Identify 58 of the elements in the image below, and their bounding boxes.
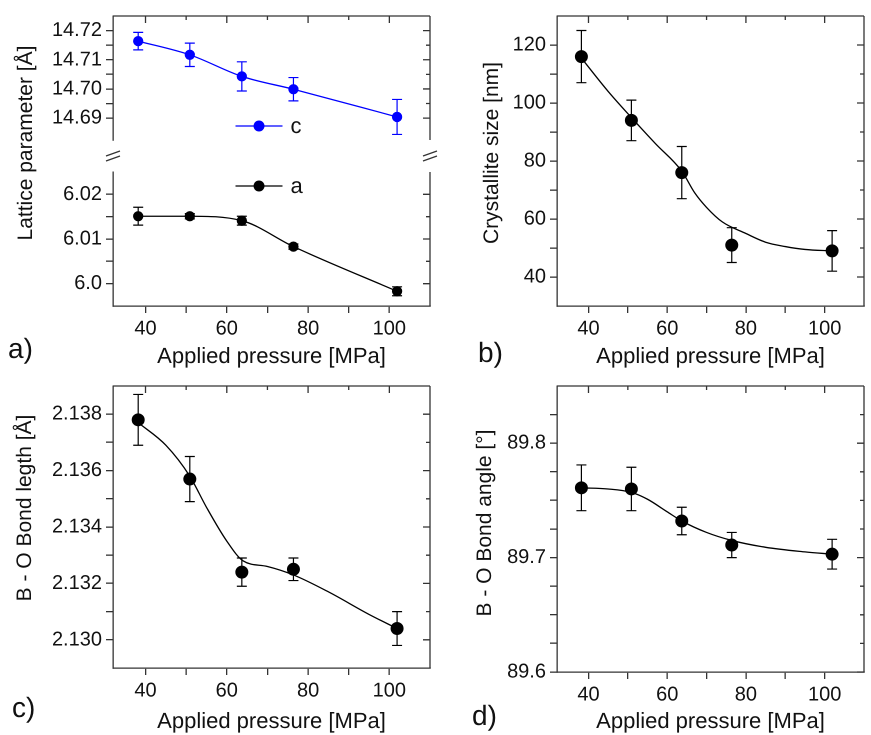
y-tick-label: 14.72 — [52, 19, 102, 42]
y-axis-title: Crystallite size [nm] — [480, 62, 504, 244]
x-tick-label: 40 — [577, 318, 600, 340]
y-tick-label: 6.02 — [63, 182, 102, 205]
y-tick-label: 14.70 — [52, 77, 102, 100]
y-tick-label: 89.8 — [507, 432, 546, 454]
x-tick-label: 80 — [734, 318, 758, 340]
x-tick-label: 80 — [734, 684, 758, 706]
y-tick-label: 14.71 — [52, 48, 102, 70]
legend-label: c — [290, 113, 302, 138]
x-tick-label: 80 — [296, 318, 320, 340]
point — [574, 50, 588, 64]
y-tick-label: 40 — [524, 266, 546, 288]
y-axis-title: B - O Bond angle [°] — [473, 429, 497, 617]
y-axis-title: Lattice parameter [Å] — [14, 46, 38, 240]
y-tick-label: 89.7 — [507, 546, 546, 568]
y-tick-label: 6.0 — [74, 272, 102, 294]
y-tick-label: 2.134 — [52, 516, 102, 538]
x-axis-title: Applied pressure [MPa] — [157, 708, 386, 733]
y-tick-label: 6.01 — [63, 228, 102, 250]
x-tick-label: 60 — [656, 318, 678, 340]
x-tick-label: 40 — [134, 318, 157, 340]
legend-label: a — [290, 173, 304, 198]
y-tick-label: 2.138 — [52, 402, 102, 425]
y-tick-label: 2.136 — [52, 459, 102, 482]
point — [826, 548, 839, 561]
x-tick-label: 60 — [216, 318, 238, 340]
x-tick-label: 40 — [577, 684, 600, 706]
y-tick-label: 120 — [512, 34, 546, 56]
point — [624, 114, 638, 127]
y-tick-label: 14.69 — [52, 106, 102, 129]
y-tick-label: 100 — [512, 92, 546, 114]
x-tick-label: 40 — [134, 680, 157, 702]
x-tick-label: 100 — [372, 680, 406, 702]
x-tick-label: 60 — [216, 680, 238, 702]
x-tick-label: 60 — [656, 684, 678, 706]
y-axis-title: B - O Bond legth [Å] — [13, 414, 37, 602]
text: c) — [12, 692, 36, 723]
text: a) — [8, 333, 33, 364]
y-tick-label: 60 — [524, 208, 546, 230]
x-axis-title: Applied pressure [MPa] — [157, 342, 386, 368]
y-tick-label: 80 — [524, 150, 546, 172]
point — [826, 244, 839, 258]
x-tick-label: 100 — [372, 318, 406, 340]
x-tick-label: 80 — [296, 680, 320, 702]
point — [574, 481, 588, 494]
x-tick-label: 100 — [808, 684, 842, 706]
point — [286, 562, 300, 576]
point — [390, 622, 404, 636]
y-tick-label: 2.130 — [52, 628, 102, 650]
text: d) — [472, 700, 497, 731]
y-tick-label: 89.6 — [507, 660, 546, 683]
x-axis-title: Applied pressure [MPa] — [596, 708, 825, 733]
y-tick-label: 2.132 — [52, 572, 102, 594]
point — [624, 482, 638, 496]
text: b) — [478, 337, 503, 368]
x-tick-label: 100 — [808, 318, 842, 340]
x-axis-title: Applied pressure [MPa] — [596, 342, 825, 368]
